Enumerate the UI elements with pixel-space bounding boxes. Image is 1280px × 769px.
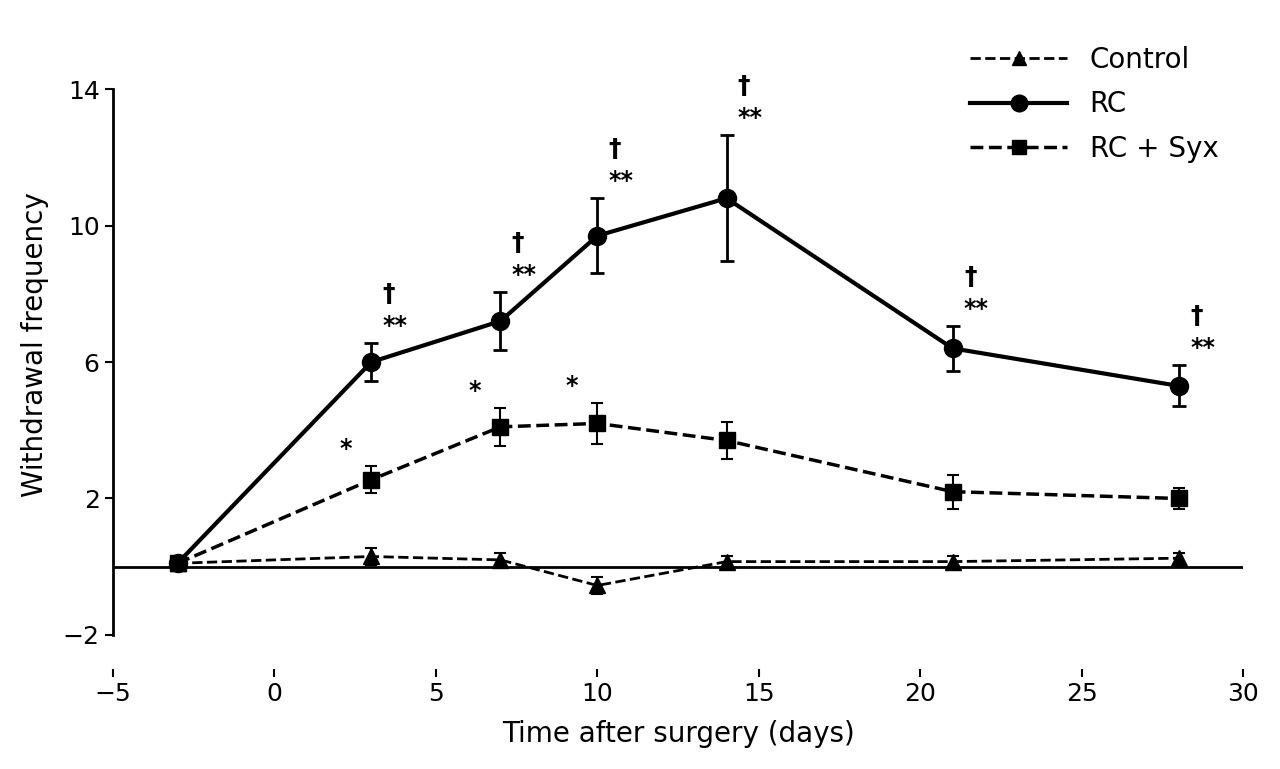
RC + Syx: [719, 436, 735, 445]
RC + Syx: [945, 487, 960, 496]
Line: RC: RC: [169, 189, 1188, 572]
Text: **: **: [964, 297, 989, 321]
Text: **: **: [383, 314, 407, 338]
Text: *: *: [564, 374, 577, 398]
Legend: Control, RC, RC + Syx: Control, RC, RC + Syx: [959, 35, 1229, 175]
Text: **: **: [609, 169, 634, 193]
Y-axis label: Withdrawal frequency: Withdrawal frequency: [20, 192, 49, 498]
Control: [364, 552, 379, 561]
RC + Syx: [364, 475, 379, 484]
Text: †: †: [1190, 304, 1202, 328]
Text: **: **: [1190, 336, 1215, 361]
Text: †: †: [512, 231, 525, 255]
RC: [945, 344, 960, 353]
Text: †: †: [964, 265, 977, 288]
Text: †: †: [383, 281, 396, 306]
Control: [945, 557, 960, 566]
RC: [719, 194, 735, 203]
RC: [170, 559, 186, 568]
Text: **: **: [737, 106, 763, 130]
Control: [719, 557, 735, 566]
RC + Syx: [493, 422, 508, 431]
Text: †: †: [737, 74, 750, 98]
Text: †: †: [609, 137, 621, 161]
RC: [590, 231, 605, 241]
RC: [1171, 381, 1187, 391]
Control: [590, 581, 605, 590]
RC + Syx: [170, 559, 186, 568]
Control: [493, 555, 508, 564]
Control: [1171, 554, 1187, 563]
Control: [170, 559, 186, 568]
Text: *: *: [339, 437, 352, 461]
Line: Control: Control: [170, 549, 1187, 593]
X-axis label: Time after surgery (days): Time after surgery (days): [502, 720, 855, 748]
RC: [493, 317, 508, 326]
Text: *: *: [468, 379, 481, 403]
RC: [364, 358, 379, 367]
Text: **: **: [512, 263, 536, 287]
Line: RC + Syx: RC + Syx: [170, 416, 1187, 571]
RC + Syx: [1171, 494, 1187, 503]
RC + Syx: [590, 419, 605, 428]
